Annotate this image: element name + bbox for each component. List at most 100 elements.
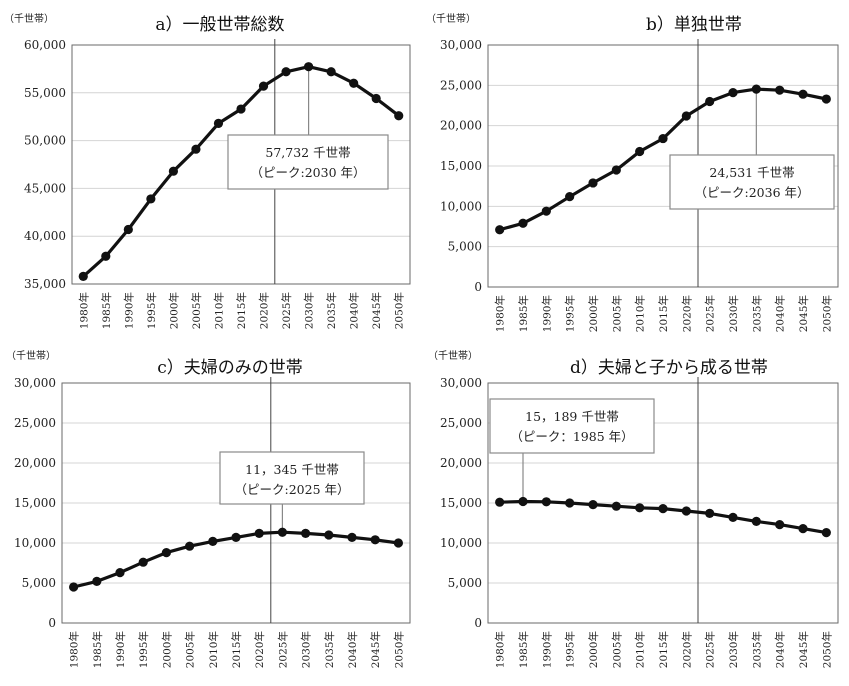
x-tick-label: 1990年 bbox=[122, 292, 135, 329]
x-tick-label: 2015年 bbox=[657, 295, 670, 332]
chart-svg: d）夫婦と子から成る世帯 （千世帯） 0 5,000 10,000 15,000 20,00… bbox=[428, 349, 839, 668]
x-tick-label: 1990年 bbox=[540, 295, 553, 332]
x-tick-label: 2050年 bbox=[820, 631, 833, 668]
x-tick-label: 2040年 bbox=[774, 295, 787, 332]
data-point bbox=[541, 206, 551, 216]
x-tick-label: 2030年 bbox=[303, 292, 316, 329]
x-tick-label: 2005年 bbox=[190, 292, 203, 329]
x-tick-label: 2035年 bbox=[323, 631, 336, 668]
x-tick-label: 1995年 bbox=[145, 292, 158, 329]
data-point bbox=[588, 178, 598, 188]
x-tick-label: 2045年 bbox=[370, 292, 383, 329]
data-point bbox=[69, 582, 79, 592]
data-point bbox=[565, 498, 575, 508]
data-point bbox=[258, 81, 269, 91]
data-point bbox=[326, 67, 336, 77]
x-tick-label: 2005年 bbox=[610, 631, 623, 668]
data-point bbox=[101, 251, 111, 261]
y-axis-unit-label: （千世帯） bbox=[4, 12, 54, 25]
data-point bbox=[123, 224, 133, 235]
x-tick-label: 2015年 bbox=[657, 631, 670, 668]
data-point bbox=[588, 500, 598, 510]
x-tick-label: 2030年 bbox=[727, 295, 740, 332]
data-point bbox=[92, 576, 102, 586]
data-point bbox=[146, 194, 156, 204]
data-point bbox=[208, 536, 218, 546]
x-tick-label: 2000年 bbox=[167, 292, 180, 329]
y-tick-label: 0 bbox=[474, 616, 482, 630]
data-point bbox=[394, 111, 404, 121]
callout-peak-year: （ピーク：1985 年） bbox=[510, 429, 633, 444]
y-tick-label: 20,000 bbox=[14, 456, 56, 470]
x-tick-label: 2025年 bbox=[704, 631, 717, 668]
panel-couple-with-children-households: d）夫婦と子から成る世帯 （千世帯） 0 5,000 10,000 15,000 20,00… bbox=[424, 343, 848, 686]
chart-title: a）一般世帯総数 bbox=[155, 15, 284, 35]
callout-peak-value: 24,531 千世帯 bbox=[709, 165, 794, 180]
data-point bbox=[518, 496, 528, 507]
x-tick-label: 2045年 bbox=[797, 631, 810, 668]
callout-peak-value: 15，189 千世帯 bbox=[525, 409, 619, 424]
x-tick-label: 2015年 bbox=[235, 292, 248, 329]
data-point bbox=[115, 568, 125, 578]
data-point bbox=[281, 67, 291, 77]
x-tick-label: 2050年 bbox=[393, 292, 406, 329]
data-point bbox=[821, 94, 831, 104]
data-point bbox=[231, 532, 241, 542]
data-point bbox=[798, 89, 808, 99]
data-point bbox=[798, 524, 808, 534]
x-tick-label: 1980年 bbox=[494, 631, 507, 668]
y-tick-label: 30,000 bbox=[440, 38, 482, 52]
data-point bbox=[213, 118, 224, 128]
data-point bbox=[635, 146, 645, 157]
data-point bbox=[185, 541, 195, 551]
data-point bbox=[304, 62, 314, 72]
y-tick-label: 20,000 bbox=[440, 456, 482, 470]
x-tick-label: 1990年 bbox=[540, 631, 553, 668]
x-tick-label: 2010年 bbox=[207, 631, 220, 668]
x-tick-label: 2010年 bbox=[212, 292, 225, 329]
plot-frame bbox=[61, 382, 411, 624]
x-tick-label: 1980年 bbox=[77, 292, 90, 329]
y-tick-label: 0 bbox=[48, 616, 56, 630]
data-point bbox=[565, 192, 575, 202]
callout-peak-year: （ピーク:2030 年） bbox=[251, 165, 366, 180]
data-point bbox=[347, 532, 357, 542]
plot-frame bbox=[487, 382, 839, 624]
y-tick-label: 10,000 bbox=[14, 536, 56, 550]
y-tick-label: 5,000 bbox=[448, 576, 482, 590]
x-tick-label: 2005年 bbox=[610, 295, 623, 332]
y-tick-label: 10,000 bbox=[440, 199, 482, 213]
data-point bbox=[301, 528, 311, 538]
y-tick-label: 40,000 bbox=[24, 229, 66, 243]
chart-svg: b）単独世帯 （千世帯） 0 5,000 10,000 15,000 20,000 25,00… bbox=[426, 12, 839, 332]
x-tick-label: 1980年 bbox=[68, 631, 81, 668]
x-tick-label: 2035年 bbox=[750, 295, 763, 332]
data-point bbox=[161, 548, 171, 558]
y-tick-label: 10,000 bbox=[440, 536, 482, 550]
x-tick-label: 1985年 bbox=[100, 292, 113, 329]
y-axis-unit-label: （千世帯） bbox=[426, 12, 476, 25]
callout-peak-value: 11，345 千世帯 bbox=[245, 462, 339, 477]
x-tick-label: 2035年 bbox=[325, 292, 338, 329]
x-tick-label: 1995年 bbox=[137, 631, 150, 668]
data-point bbox=[138, 557, 148, 567]
callout-peak-value: 57,732 千世帯 bbox=[265, 145, 350, 160]
x-tick-label: 2035年 bbox=[750, 631, 763, 668]
x-tick-label: 2040年 bbox=[348, 292, 361, 329]
plot-frame bbox=[71, 44, 411, 285]
x-tick-label: 2020年 bbox=[680, 295, 693, 332]
callout-box bbox=[669, 154, 835, 210]
data-point bbox=[611, 501, 621, 511]
data-point bbox=[349, 78, 359, 88]
x-tick-label: 2025年 bbox=[276, 631, 289, 668]
x-tick-label: 2000年 bbox=[587, 631, 600, 668]
y-tick-label: 5,000 bbox=[22, 576, 56, 590]
data-point bbox=[611, 165, 621, 175]
y-tick-label: 30,000 bbox=[14, 376, 56, 390]
x-tick-label: 2040年 bbox=[774, 631, 787, 668]
x-tick-label: 2045年 bbox=[369, 631, 382, 668]
data-point bbox=[751, 516, 761, 526]
data-point bbox=[728, 512, 738, 522]
y-tick-label: 20,000 bbox=[440, 119, 482, 133]
